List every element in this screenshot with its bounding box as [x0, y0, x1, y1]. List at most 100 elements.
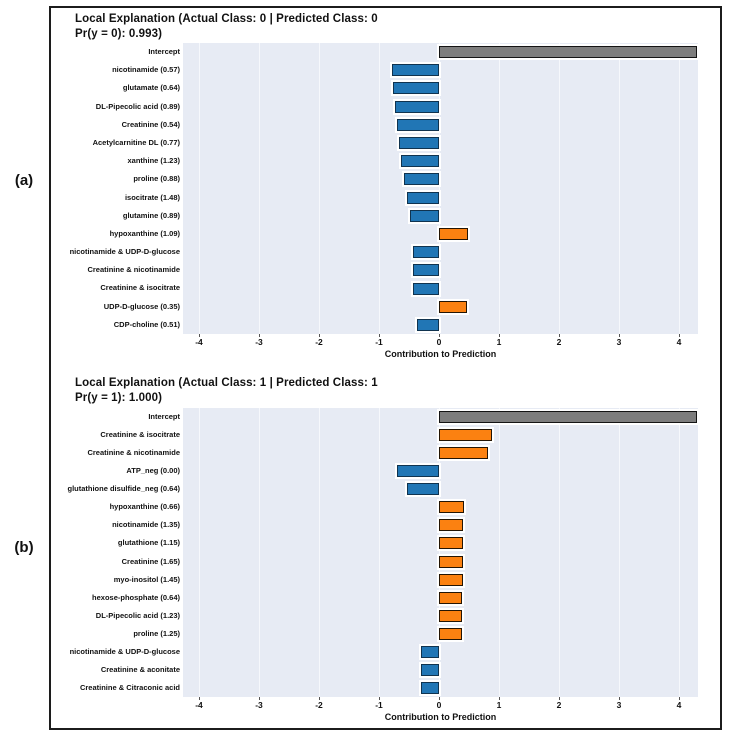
category-label: xanthine (1.23) — [127, 156, 180, 166]
category-label: proline (0.88) — [133, 174, 180, 184]
bar-negative — [417, 318, 439, 331]
x-tick-mark — [379, 697, 380, 700]
category-label: glutamine (0.89) — [122, 210, 180, 220]
x-tick-mark — [319, 334, 320, 337]
gridline — [619, 408, 620, 697]
bar-negative — [421, 663, 439, 676]
gridline — [619, 43, 620, 334]
panel-b-title: Local Explanation (Actual Class: 1 | Pre… — [75, 376, 378, 406]
category-label: UDP-D-glucose (0.35) — [103, 301, 180, 311]
bar-negative — [412, 264, 439, 277]
x-tick-label: 4 — [676, 337, 682, 347]
category-label: Intercept — [148, 47, 180, 56]
gridline — [499, 408, 500, 697]
x-tick-label: 2 — [556, 337, 562, 347]
bar-positive — [439, 537, 463, 550]
category-label: Creatinine & nicotinamide — [87, 265, 180, 275]
bar-positive — [439, 627, 462, 640]
gridline — [499, 43, 500, 334]
category-label: nicotinamide & UDP-D-glucose — [69, 646, 180, 656]
bar-positive — [439, 573, 463, 586]
bar-positive — [439, 411, 697, 424]
x-tick-label: -2 — [315, 337, 323, 347]
gridline — [439, 43, 440, 334]
panel-a-title-line1: Local Explanation (Actual Class: 0 | Pre… — [75, 13, 378, 25]
bar-negative — [407, 191, 439, 204]
x-tick-mark — [619, 697, 620, 700]
category-label: nicotinamide (0.57) — [112, 65, 180, 75]
gridline — [259, 408, 260, 697]
category-label: Creatinine & aconitate — [100, 664, 180, 674]
bar-negative — [395, 100, 439, 113]
x-tick-mark — [559, 334, 560, 337]
x-tick-label: -2 — [315, 700, 323, 710]
bar-negative — [412, 246, 439, 259]
panel-b-tag: (b) — [14, 539, 34, 556]
bar-negative — [392, 82, 439, 95]
x-tick-mark — [439, 697, 440, 700]
bar-positive — [439, 555, 463, 568]
bar-negative — [397, 465, 439, 478]
category-label: CDP-choline (0.51) — [113, 319, 180, 329]
panel-b-x-axis-label: Contribution to Prediction — [384, 712, 497, 722]
x-tick-label: 3 — [616, 337, 622, 347]
x-tick-label: -1 — [375, 700, 383, 710]
category-label: Creatinine (1.65) — [121, 556, 180, 566]
bar-negative — [407, 483, 439, 496]
x-tick-label: 1 — [496, 700, 502, 710]
category-label: Intercept — [148, 412, 180, 421]
x-tick-mark — [619, 334, 620, 337]
bar-negative — [421, 681, 439, 694]
bar-negative — [401, 155, 439, 168]
bar-positive — [439, 591, 462, 604]
plot-area — [183, 408, 698, 697]
x-tick-mark — [319, 697, 320, 700]
gridline — [559, 408, 560, 697]
category-label: DL-Pipecolic acid (0.89) — [95, 101, 180, 111]
x-tick-label: 0 — [436, 700, 442, 710]
category-label: nicotinamide & UDP-D-glucose — [69, 247, 180, 257]
category-label: glutathione disulfide_neg (0.64) — [67, 484, 180, 494]
category-label: Creatinine & Citraconic acid — [79, 682, 180, 692]
panel-a-x-axis-label: Contribution to Prediction — [384, 349, 497, 359]
x-tick-label: 1 — [496, 337, 502, 347]
gridline — [199, 43, 200, 334]
x-tick-label: 3 — [616, 700, 622, 710]
category-label: ATP_neg (0.00) — [126, 466, 180, 476]
gridline — [199, 408, 200, 697]
x-tick-mark — [679, 334, 680, 337]
x-tick-mark — [679, 697, 680, 700]
x-tick-mark — [379, 334, 380, 337]
category-label: glutamate (0.64) — [122, 83, 180, 93]
bar-positive — [439, 519, 463, 532]
x-tick-mark — [199, 697, 200, 700]
category-label: myo-inositol (1.45) — [113, 574, 180, 584]
category-label: Creatinine & isocitrate — [100, 283, 180, 293]
bar-positive — [439, 227, 469, 240]
bar-negative — [397, 118, 439, 131]
panel-a-title-line2: Pr(y = 0): 0.993) — [75, 28, 163, 40]
gridline — [379, 408, 380, 697]
x-tick-label: -4 — [195, 337, 203, 347]
plot-area — [183, 43, 698, 334]
x-tick-mark — [259, 697, 260, 700]
category-label: hypoxanthine (0.66) — [109, 502, 180, 512]
category-label: Creatinine (0.54) — [121, 119, 180, 129]
category-label: Acetylcarnitine DL (0.77) — [92, 137, 180, 147]
bar-negative — [392, 64, 439, 77]
category-label: isocitrate (1.48) — [124, 192, 180, 202]
bar-negative — [410, 209, 439, 222]
gridline — [319, 408, 320, 697]
bar-positive — [439, 609, 462, 622]
x-tick-mark — [199, 334, 200, 337]
bar-positive — [439, 429, 492, 442]
x-tick-label: -3 — [255, 700, 263, 710]
x-tick-label: 0 — [436, 337, 442, 347]
gridline — [439, 408, 440, 697]
gridline — [679, 43, 680, 334]
category-label: glutathione (1.15) — [117, 538, 180, 548]
category-label: hypoxanthine (1.09) — [109, 228, 180, 238]
category-label: Creatinine & nicotinamide — [87, 448, 180, 458]
bar-positive — [439, 46, 697, 59]
